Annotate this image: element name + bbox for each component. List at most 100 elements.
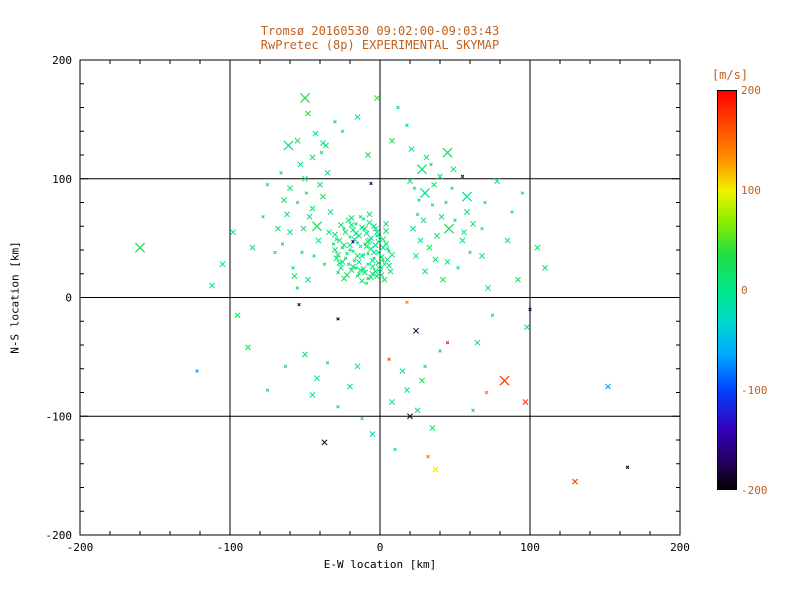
x-tick-label: 100: [520, 541, 540, 554]
data-point-x-marker: [320, 140, 326, 147]
data-point-x-marker: [283, 140, 294, 151]
data-point-x-marker: [347, 242, 353, 249]
data-point-x-marker: [510, 210, 514, 214]
data-point-x-marker: [415, 212, 420, 217]
data-point-x-marker: [383, 220, 389, 227]
y-tick-label: -200: [46, 529, 73, 542]
data-point-x-marker: [528, 307, 532, 312]
data-point-x-marker: [368, 274, 374, 281]
data-point-x-marker: [353, 230, 359, 237]
data-point-x-marker: [408, 146, 415, 153]
data-point-x-marker: [417, 237, 424, 244]
data-point-x-marker: [346, 262, 351, 267]
data-point-x-marker: [317, 181, 323, 188]
data-point-x-marker: [443, 223, 455, 234]
x-tick-label: -200: [67, 541, 94, 554]
data-point-x-marker: [534, 244, 541, 251]
data-point-x-marker: [413, 252, 419, 259]
data-point-x-marker: [340, 129, 345, 134]
data-point-x-marker: [348, 235, 352, 239]
data-point-x-marker: [438, 349, 442, 353]
data-point-x-marker: [336, 317, 340, 321]
data-point-x-marker: [134, 242, 146, 253]
data-point-x-marker: [350, 263, 356, 270]
data-point-x-marker: [338, 264, 344, 271]
data-point-x-marker: [284, 211, 290, 218]
data-point-x-marker: [348, 267, 355, 274]
data-point-x-marker: [358, 214, 363, 219]
data-point-x-marker: [396, 105, 400, 110]
chart-title: Tromsø 20160530 09:02:00-09:03:43: [260, 24, 500, 38]
data-point-x-marker: [338, 222, 344, 229]
data-point-x-marker: [450, 166, 457, 173]
data-point-x-marker: [414, 407, 421, 414]
data-point-x-marker: [430, 203, 435, 207]
data-point-x-marker: [304, 191, 309, 195]
data-point-x-marker: [386, 262, 392, 269]
data-point-x-marker: [480, 226, 484, 231]
chart-subtitle: RwPretec (8p) EXPERIMENTAL SKYMAP: [260, 38, 500, 52]
data-point-x-marker: [459, 237, 466, 244]
data-point-x-marker: [364, 281, 369, 286]
data-point-x-marker: [314, 375, 320, 382]
data-point-x-marker: [366, 251, 370, 256]
data-point-x-marker: [333, 255, 340, 262]
data-point-x-marker: [354, 363, 361, 370]
data-point-x-marker: [369, 270, 376, 277]
data-point-x-marker: [471, 408, 475, 413]
data-point-x-marker: [359, 224, 365, 231]
data-point-x-marker: [300, 225, 307, 232]
data-point-x-marker: [309, 391, 316, 398]
data-point-x-marker: [405, 123, 409, 128]
data-point-x-marker: [265, 182, 270, 187]
data-point-x-marker: [336, 270, 340, 275]
data-point-x-marker: [524, 324, 530, 331]
y-tick-label: 200: [52, 54, 72, 67]
data-point-x-marker: [515, 276, 521, 283]
colorbar-tick-label: 200: [741, 84, 761, 97]
data-point-x-marker: [494, 178, 500, 185]
data-point-x-marker: [399, 368, 406, 375]
data-point-x-marker: [375, 233, 379, 238]
data-point-x-marker: [412, 186, 417, 191]
data-point-x-marker: [366, 219, 373, 226]
colorbar: [717, 90, 737, 490]
data-point-x-marker: [312, 130, 319, 137]
data-point-x-marker: [389, 399, 395, 405]
data-point-x-marker: [499, 375, 510, 386]
data-point-x-marker: [605, 383, 611, 390]
data-point-x-marker: [265, 388, 270, 392]
data-point-x-marker: [300, 250, 304, 255]
data-point-x-marker: [461, 229, 467, 236]
data-point-x-marker: [273, 250, 277, 255]
data-point-x-marker: [344, 271, 350, 278]
data-point-x-marker: [385, 247, 390, 251]
data-point-x-marker: [379, 266, 384, 270]
data-point-x-marker: [381, 276, 388, 283]
data-point-x-marker: [283, 364, 288, 369]
data-point-x-marker: [336, 237, 343, 244]
y-tick-label: 0: [65, 292, 72, 305]
data-point-x-marker: [374, 229, 380, 236]
data-point-x-marker: [440, 276, 446, 283]
data-point-x-marker: [249, 244, 256, 251]
data-point-x-marker: [410, 225, 416, 232]
data-point-x-marker: [361, 217, 366, 221]
data-point-x-marker: [275, 225, 281, 232]
data-point-x-marker: [363, 230, 370, 237]
x-tick-label: 0: [377, 541, 384, 554]
data-point-x-marker: [434, 232, 440, 239]
data-point-x-marker: [423, 364, 427, 369]
data-point-x-marker: [432, 256, 439, 263]
data-point-x-marker: [302, 175, 308, 182]
data-point-x-marker: [387, 268, 394, 275]
colorbar-tick-label: -200: [741, 484, 768, 497]
data-point-x-marker: [311, 221, 323, 232]
data-point-x-marker: [287, 229, 293, 236]
data-point-x-marker: [315, 237, 322, 244]
data-point-x-marker: [355, 274, 360, 278]
data-point-x-marker: [479, 252, 485, 259]
data-point-x-marker: [348, 222, 355, 229]
data-point-x-marker: [357, 271, 361, 276]
